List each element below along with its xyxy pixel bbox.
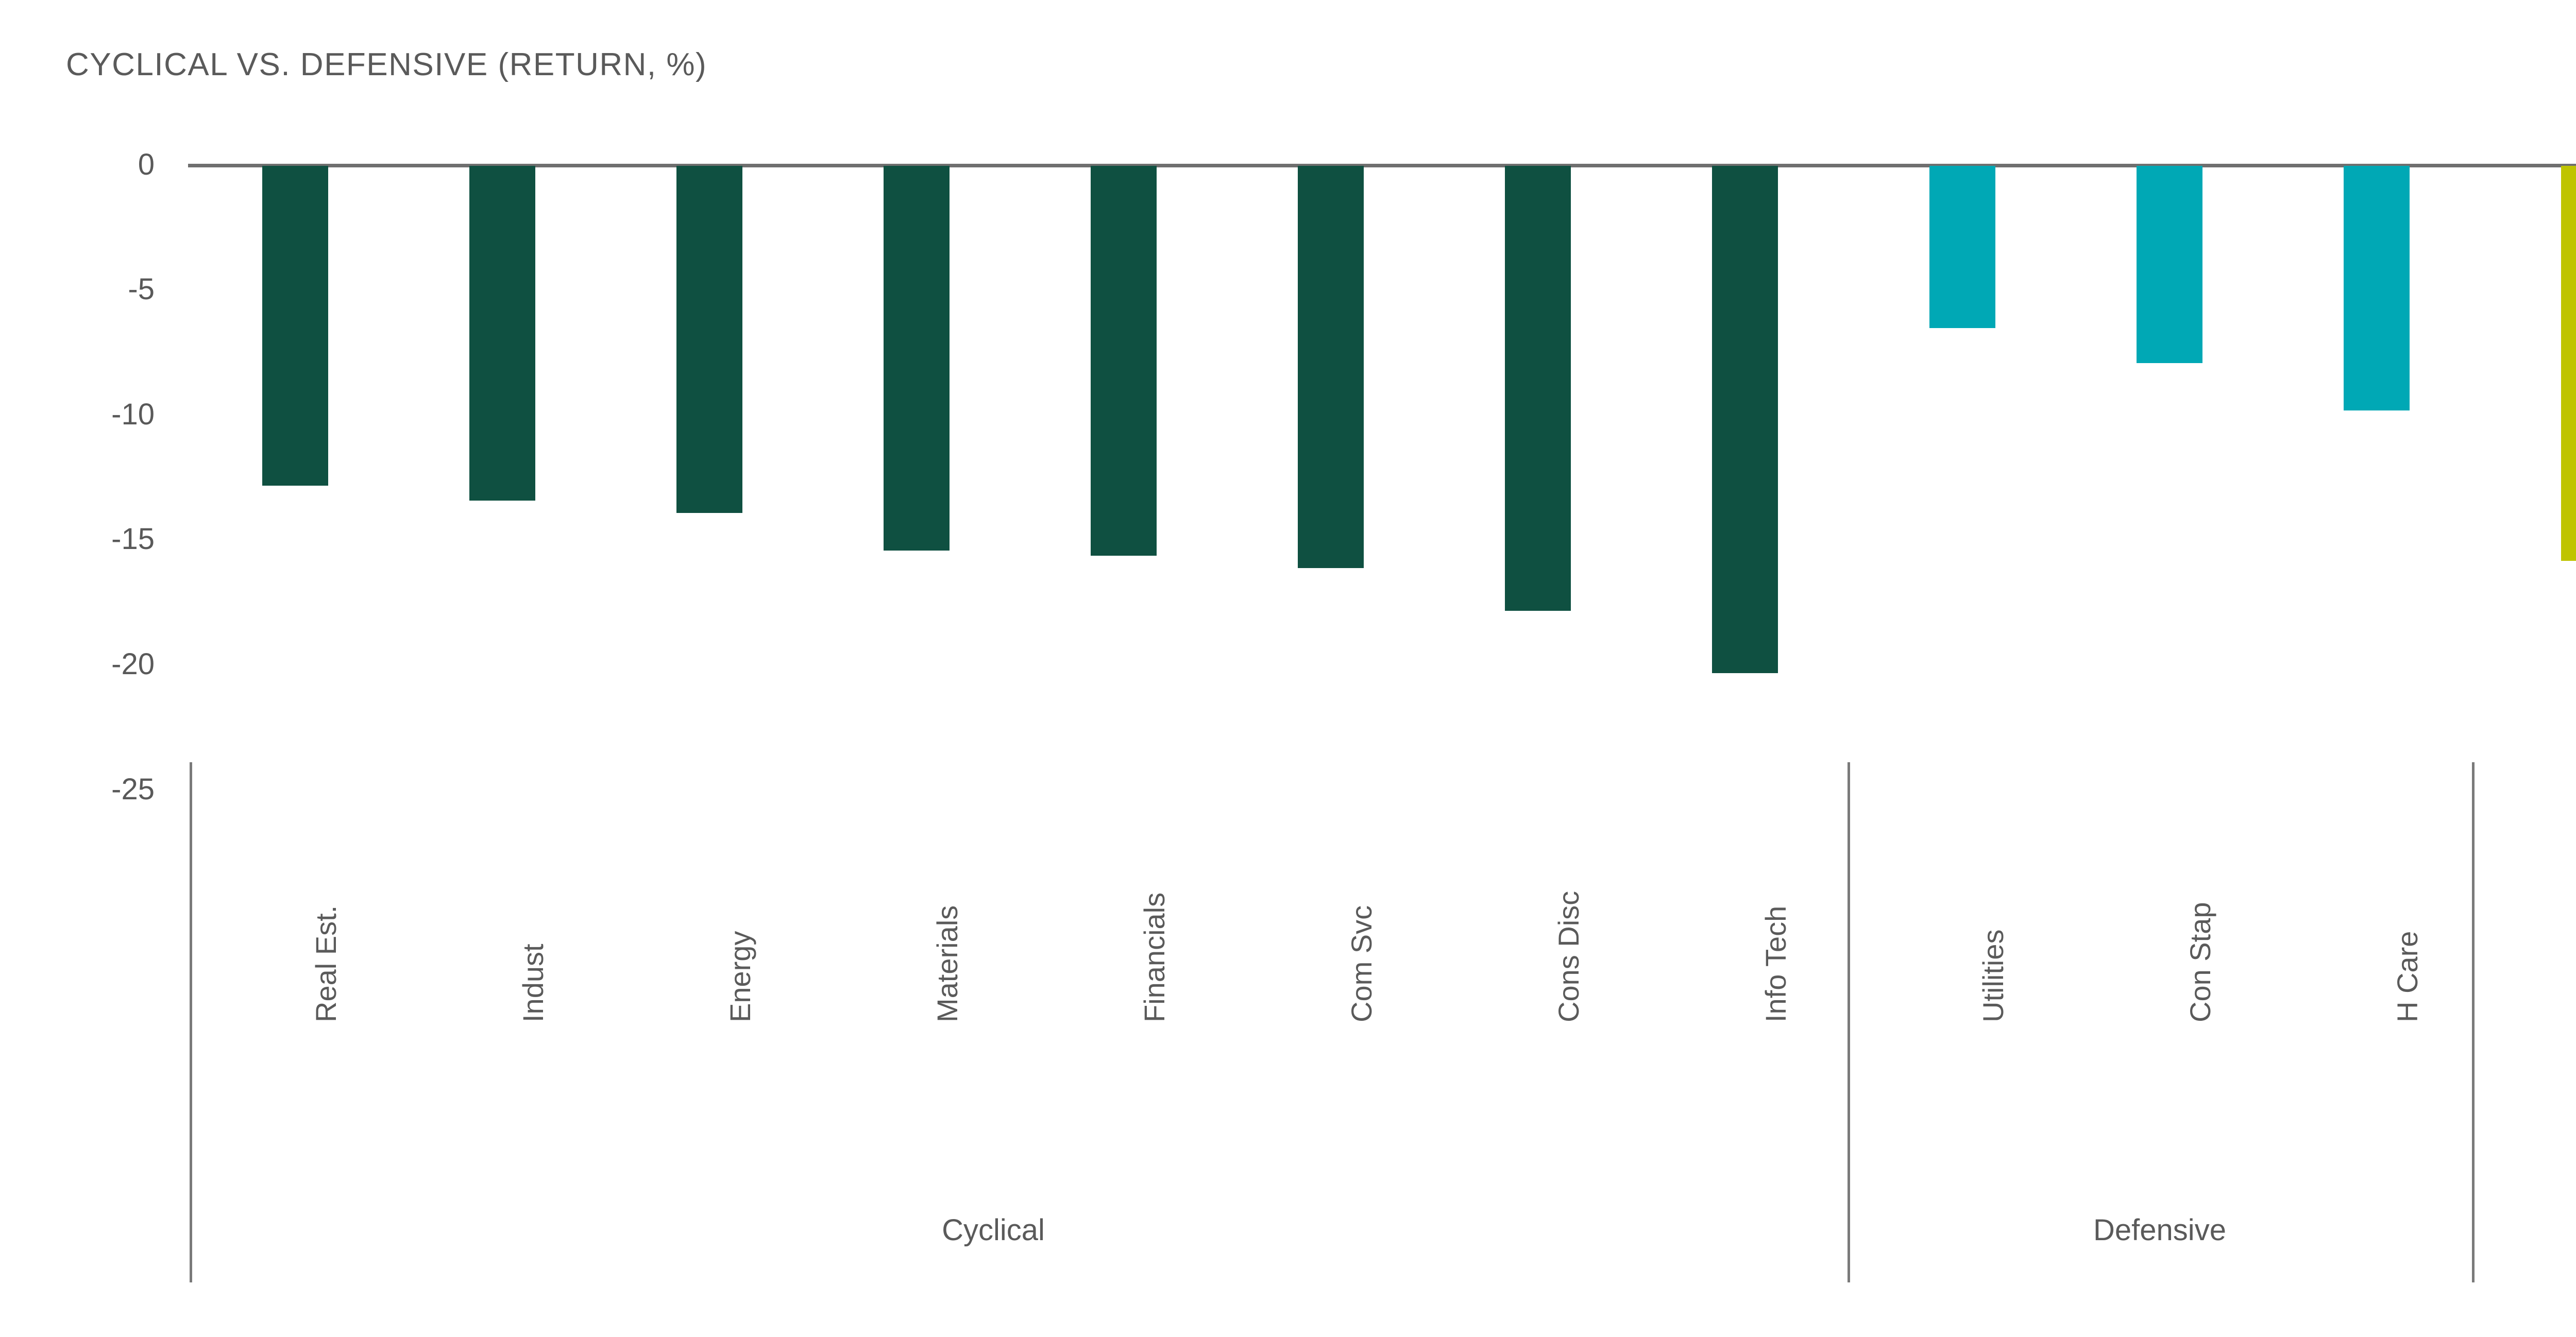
category-label-real-est: Real Est.: [310, 905, 342, 1022]
bar-utilities[interactable]: [1929, 166, 1995, 329]
category-label-indust: Indust: [517, 944, 549, 1022]
bar-con-stap[interactable]: [2137, 166, 2202, 364]
category-label-financials: Financials: [1138, 892, 1171, 1022]
category-label-materials: Materials: [931, 905, 963, 1022]
category-label-con-stap: Con Stap: [2184, 902, 2216, 1023]
bar-com-svc[interactable]: [1298, 166, 1364, 569]
y-axis-tick-2: -10: [111, 398, 155, 431]
bar-real-est[interactable]: [262, 166, 328, 486]
bar-energy[interactable]: [676, 166, 742, 513]
category-label-com-svc: Com Svc: [1345, 905, 1378, 1022]
bar-materials[interactable]: [884, 166, 950, 551]
bar-info-tech[interactable]: [1712, 166, 1778, 673]
category-label-h-care: H Care: [2391, 931, 2424, 1022]
bar-financials[interactable]: [1091, 166, 1157, 556]
axis-separator-left: [190, 762, 192, 1282]
bar-indust[interactable]: [469, 166, 535, 501]
y-axis-tick-0: 0: [138, 148, 155, 181]
zero-baseline: [188, 164, 2576, 167]
chart-title: CYCLICAL VS. DEFENSIVE (RETURN, %): [66, 47, 707, 82]
y-axis-tick-1: -5: [128, 272, 155, 306]
category-label-utilities: Utilities: [1977, 929, 2009, 1022]
group-label-defensive: Defensive: [2093, 1213, 2226, 1247]
group-label-cyclical: Cyclical: [942, 1213, 1045, 1247]
bar-cons-disc[interactable]: [1505, 166, 1571, 611]
category-label-cons-disc: Cons Disc: [1552, 890, 1585, 1022]
bar-msci-usa[interactable]: [2561, 166, 2576, 561]
y-axis-tick-4: -20: [111, 647, 155, 681]
axis-separator-defensive: [2472, 762, 2475, 1282]
category-label-info-tech: Info Tech: [1759, 905, 1792, 1022]
y-axis-tick-5: -25: [111, 773, 155, 806]
axis-separator-cyclical: [1848, 762, 1850, 1282]
bar-h-care[interactable]: [2344, 166, 2410, 411]
category-label-energy: Energy: [724, 931, 756, 1022]
y-axis-tick-3: -15: [111, 522, 155, 556]
